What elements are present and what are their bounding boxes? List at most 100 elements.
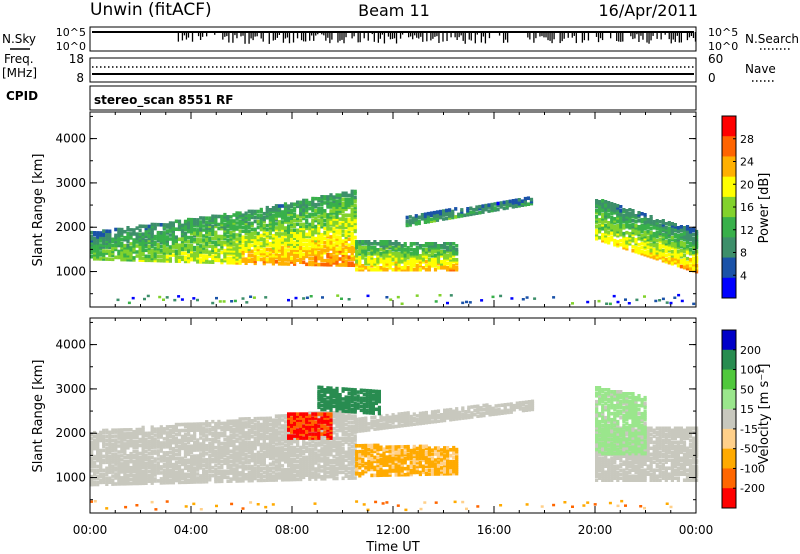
heatmap-cell [317, 459, 321, 463]
heatmap-cell [114, 233, 118, 238]
heatmap-cell [259, 215, 263, 220]
heatmap-cell [132, 256, 136, 260]
heatmap-cell [695, 249, 699, 254]
heatmap-cell [108, 456, 112, 460]
heatmap-cell [317, 226, 321, 231]
heatmap-cell [329, 243, 333, 247]
heatmap-cell [385, 246, 389, 250]
heatmap-cell [628, 216, 632, 220]
heatmap-cell [329, 197, 333, 201]
heatmap-cell [253, 418, 257, 423]
heatmap-cell [341, 255, 345, 259]
heatmap-cell [241, 469, 245, 473]
heatmap-cell [262, 217, 266, 222]
heatmap-cell [382, 248, 386, 252]
nave-label: Nave [745, 62, 776, 76]
heatmap-cell [287, 471, 291, 476]
heatmap-cell [682, 241, 687, 246]
heatmap-cell [692, 238, 696, 243]
heatmap-cell [280, 220, 285, 224]
heatmap-cell [220, 425, 224, 430]
heatmap-cell [676, 251, 680, 256]
heatmap-cell [271, 240, 275, 244]
heatmap-cell [120, 446, 124, 450]
heatmap-cell [265, 215, 269, 220]
heatmap-cell [232, 439, 236, 443]
heatmap-cell [299, 210, 303, 215]
heatmap-cell [180, 247, 185, 252]
heatmap-cell [114, 466, 118, 470]
heatmap-cell [314, 216, 318, 221]
heatmap-cell [290, 224, 294, 228]
heatmap-cell [196, 250, 200, 254]
heatmap-cell [302, 465, 306, 470]
heatmap-cell [376, 256, 380, 260]
heatmap-cell [159, 241, 163, 245]
heatmap-cell [268, 438, 272, 442]
heatmap-cell [643, 246, 647, 251]
heatmap-cell [274, 418, 278, 422]
heatmap-cell [299, 463, 303, 468]
heatmap-cell [290, 463, 294, 468]
heatmap-cell [241, 479, 245, 483]
heatmap-cell [679, 258, 683, 263]
heatmap-cell [199, 428, 203, 432]
heatmap-cell [96, 239, 100, 243]
heatmap-cell [616, 224, 620, 228]
heatmap-cell [430, 246, 435, 250]
heatmap-cell [655, 238, 659, 243]
heatmap-cell [311, 202, 315, 207]
heatmap-cell [171, 245, 175, 249]
heatmap-cell [388, 240, 392, 244]
heatmap-cell [90, 246, 94, 251]
heatmap-cell [114, 454, 118, 458]
heatmap-cell [353, 227, 357, 232]
heatmap-cell [202, 450, 206, 454]
heatmap-cell [187, 225, 191, 230]
heatmap-cell [199, 226, 203, 230]
heatmap-cell [264, 296, 268, 299]
heatmap-cell [350, 217, 354, 222]
heatmap-cell [168, 249, 172, 253]
heatmap-cell [150, 224, 154, 229]
heatmap-cell [451, 211, 455, 216]
heatmap-cell [250, 253, 254, 258]
heatmap-cell [299, 254, 303, 258]
heatmap-cell [367, 266, 371, 270]
heatmap-cell [440, 262, 444, 266]
heatmap-cell [177, 249, 182, 254]
heatmap-cell [244, 213, 248, 218]
heatmap-cell [350, 227, 354, 232]
heatmap-cell [427, 262, 431, 266]
heatmap-cell [658, 226, 662, 230]
heatmap-cell [238, 443, 242, 447]
heatmap-cell [314, 204, 318, 209]
heatmap-cell [96, 245, 100, 249]
heatmap-cell [220, 244, 224, 249]
heatmap-cell [388, 264, 392, 268]
heatmap-cell [180, 474, 185, 479]
heatmap-cell [442, 217, 446, 221]
heatmap-cell [685, 246, 690, 251]
heatmap-cell [126, 481, 130, 486]
heatmap-cell [168, 440, 172, 445]
heatmap-cell [283, 477, 288, 482]
heatmap-cell [108, 251, 112, 255]
heatmap-cell [478, 206, 482, 211]
heatmap-cell [241, 439, 245, 443]
heatmap-cell [214, 234, 218, 239]
heatmap-cell [235, 475, 239, 479]
heatmap-cell [138, 439, 142, 444]
heatmap-cell [283, 436, 288, 440]
heatmap-cell [296, 471, 300, 476]
heatmap-cell [265, 211, 269, 216]
heatmap-cell [299, 473, 303, 478]
heatmap-cell [335, 253, 339, 257]
heatmap-cell [123, 434, 127, 438]
heatmap-cell [649, 242, 653, 247]
heatmap-cell [293, 212, 297, 216]
heatmap-cell [202, 468, 206, 472]
heatmap-cell [364, 262, 368, 266]
heatmap-cell [290, 204, 294, 208]
heatmap-cell [144, 433, 148, 438]
